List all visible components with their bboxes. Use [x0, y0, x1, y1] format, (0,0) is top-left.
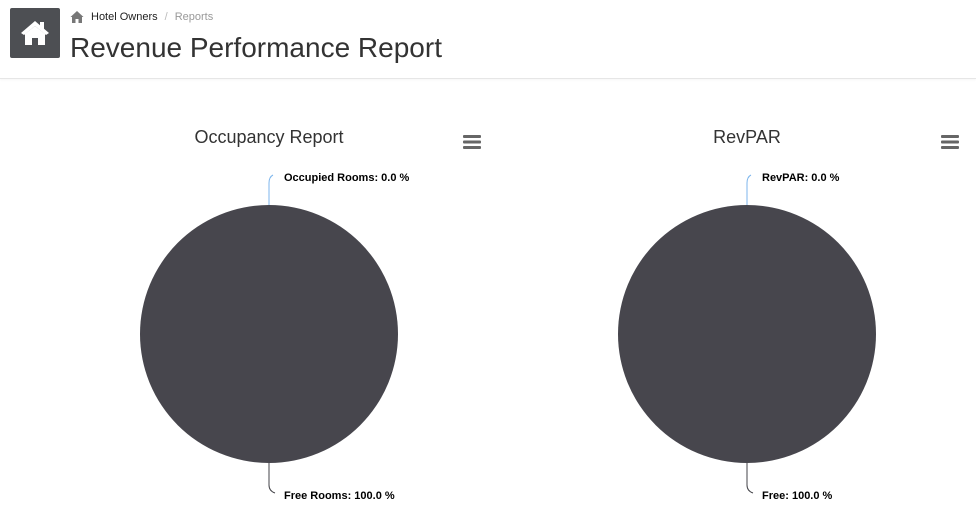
breadcrumb: Hotel Owners / Reports	[70, 9, 213, 25]
hamburger-menu-icon[interactable]	[941, 134, 959, 150]
home-icon[interactable]	[70, 10, 84, 24]
label-connector-1	[268, 463, 276, 494]
hamburger-menu-icon[interactable]	[463, 134, 481, 150]
occupancy-chart-panel: Occupancy Report Occupied Rooms: 0.0 % Fr…	[29, 100, 509, 510]
home-tile-button[interactable]	[10, 8, 60, 58]
slice-label-0: Occupied Rooms: 0.0 %	[284, 172, 410, 184]
slice-label-0: RevPAR: 0.0 %	[762, 172, 840, 184]
revpar-chart-panel: RevPAR RevPAR: 0.0 % Free: 100.0 %	[507, 100, 976, 510]
label-connector-0	[268, 174, 274, 205]
chart-title: Occupancy Report	[194, 127, 344, 147]
pie-slice-1[interactable]	[618, 205, 876, 463]
house-icon	[21, 21, 49, 45]
page-title: Revenue Performance Report	[70, 32, 442, 63]
breadcrumb-separator: /	[164, 11, 168, 23]
label-connector-1	[746, 463, 754, 494]
occupancy-pie-svg: Occupied Rooms: 0.0 % Free Rooms: 100.0 %	[140, 172, 410, 502]
revpar-pie-svg: RevPAR: 0.0 % Free: 100.0 %	[618, 172, 876, 502]
pie-slice-1[interactable]	[140, 205, 398, 463]
label-connector-0	[746, 174, 752, 205]
breadcrumb-current-reports: Reports	[174, 11, 214, 23]
page-header: Hotel Owners / Reports Revenue Performan…	[0, 0, 976, 79]
chart-title: RevPAR	[713, 127, 781, 147]
slice-label-1: Free: 100.0 %	[762, 490, 833, 502]
slice-label-1: Free Rooms: 100.0 %	[284, 490, 395, 502]
breadcrumb-link-hotel-owners[interactable]: Hotel Owners	[91, 11, 158, 23]
